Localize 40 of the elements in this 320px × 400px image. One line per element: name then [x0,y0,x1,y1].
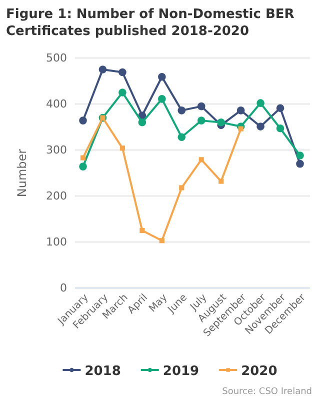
point [296,160,304,168]
point [217,118,225,126]
point [256,122,264,130]
point [256,99,264,107]
point [197,116,206,124]
point [158,72,166,81]
point [238,126,244,132]
source-note: Source: CSO Ireland [222,387,312,397]
point [138,118,146,126]
point [178,133,186,142]
legend-label: 2018 [84,364,121,379]
legend-label: 2020 [241,364,278,379]
point [80,155,86,160]
point [158,95,166,103]
y-axis-title: Number [15,148,29,198]
y-tick-label: 200 [46,190,67,203]
point [276,104,284,112]
point [296,152,304,160]
chart-title: Figure 1: Number of Non-Domestic BER Certificates published 2018-2020 [6,7,294,39]
y-tick-label: 0 [60,282,67,295]
point [197,102,206,110]
point [178,106,186,114]
y-tick-label: 500 [46,52,67,65]
y-tick-label: 300 [46,144,67,157]
point [159,238,164,244]
legend-label: 2019 [162,364,200,379]
y-tick-label: 100 [46,236,67,249]
point [79,162,87,170]
point [198,157,204,162]
y-tick-label: 400 [46,98,67,111]
point [140,228,145,234]
point [79,116,87,124]
point [218,178,224,184]
point [179,185,184,190]
point [98,66,107,74]
point [118,68,126,76]
point [236,106,245,114]
point [118,88,126,96]
point [120,146,126,151]
point [276,124,284,132]
